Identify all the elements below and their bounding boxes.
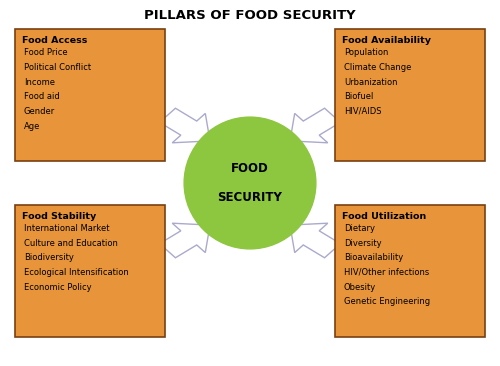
Polygon shape: [290, 108, 341, 143]
Text: International Market: International Market: [24, 224, 109, 233]
Text: Culture and Education: Culture and Education: [24, 239, 118, 248]
FancyBboxPatch shape: [335, 29, 485, 161]
Text: Ecological Intensification: Ecological Intensification: [24, 268, 129, 277]
FancyBboxPatch shape: [335, 205, 485, 337]
FancyBboxPatch shape: [15, 205, 165, 337]
Text: Economic Policy: Economic Policy: [24, 283, 92, 292]
Text: Bioavailability: Bioavailability: [344, 253, 403, 262]
Text: Food Price: Food Price: [24, 48, 68, 57]
Text: Genetic Engineering: Genetic Engineering: [344, 297, 430, 306]
Text: SECURITY: SECURITY: [218, 191, 282, 204]
Text: HIV/AIDS: HIV/AIDS: [344, 107, 382, 116]
Text: Obesity: Obesity: [344, 283, 376, 292]
Text: Food aid: Food aid: [24, 92, 60, 101]
Text: Climate Change: Climate Change: [344, 63, 412, 72]
Text: Food Utilization: Food Utilization: [342, 212, 427, 221]
Text: Political Conflict: Political Conflict: [24, 63, 91, 72]
Text: Gender: Gender: [24, 107, 55, 116]
FancyBboxPatch shape: [15, 29, 165, 161]
Text: Dietary: Dietary: [344, 224, 375, 233]
Text: Age: Age: [24, 122, 40, 131]
Text: Population: Population: [344, 48, 389, 57]
Text: Food Stability: Food Stability: [22, 212, 97, 221]
Text: Biodiversity: Biodiversity: [24, 253, 74, 262]
Text: Food Availability: Food Availability: [342, 36, 432, 45]
Text: Income: Income: [24, 78, 55, 87]
Text: Diversity: Diversity: [344, 239, 382, 248]
Polygon shape: [290, 223, 341, 258]
Text: PILLARS OF FOOD SECURITY: PILLARS OF FOOD SECURITY: [144, 9, 356, 22]
Text: FOOD: FOOD: [231, 162, 269, 175]
Text: Urbanization: Urbanization: [344, 78, 398, 87]
Ellipse shape: [184, 117, 316, 249]
Polygon shape: [160, 108, 210, 143]
Text: Food Access: Food Access: [22, 36, 88, 45]
Polygon shape: [160, 223, 210, 258]
Text: HIV/Other infections: HIV/Other infections: [344, 268, 429, 277]
Text: Biofuel: Biofuel: [344, 92, 374, 101]
